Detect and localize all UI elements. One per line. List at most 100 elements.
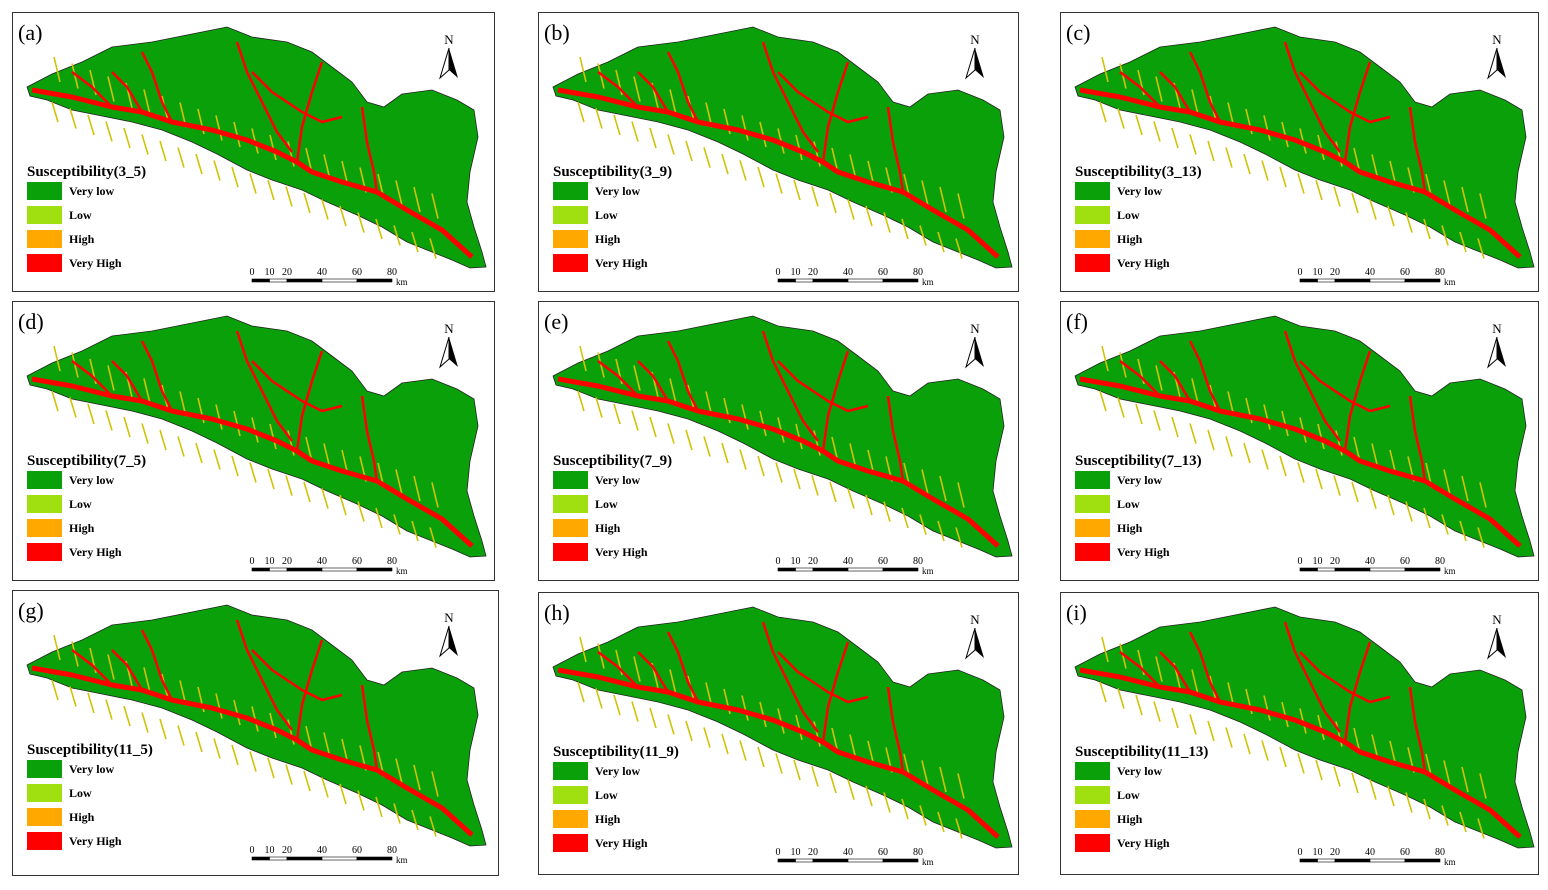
river <box>777 360 869 413</box>
scale-tick-label: 60 <box>1400 556 1410 567</box>
minor-stream-high <box>1317 714 1325 741</box>
panel-label: (c) <box>1066 20 1090 45</box>
minor-stream-high <box>1461 475 1469 502</box>
minor-stream-high <box>937 231 945 253</box>
river <box>886 395 905 482</box>
minor-stream-high <box>649 127 657 149</box>
minor-stream-high <box>1207 720 1215 742</box>
river <box>1283 621 1341 733</box>
scale-tick-label: 20 <box>808 847 818 858</box>
minor-stream-high <box>231 744 239 766</box>
north-label: N <box>970 612 980 627</box>
river <box>31 376 474 548</box>
minor-stream-high <box>303 481 311 503</box>
minor-stream-high <box>375 218 383 240</box>
minor-stream-high <box>411 520 419 542</box>
legend-swatch <box>27 206 62 224</box>
north-arrow-fill <box>449 48 458 78</box>
river <box>111 360 144 402</box>
scale-tick-label: 0 <box>776 267 781 278</box>
map-panel: (e) Susceptibility(7_9) Very low Low High Ver… <box>538 301 1019 581</box>
minor-stream-high <box>721 153 729 175</box>
minor-stream-high <box>667 423 675 444</box>
minor-stream-high <box>303 770 311 792</box>
river <box>1159 71 1192 113</box>
minor-stream-high <box>413 475 421 502</box>
minor-stream-high <box>793 179 801 201</box>
legend-label: Low <box>595 208 618 222</box>
minor-stream-high <box>231 455 239 477</box>
panel-label: (h) <box>544 600 570 625</box>
minor-stream-high <box>1479 482 1487 508</box>
scale-segment <box>356 278 393 283</box>
minor-stream-high <box>613 694 621 716</box>
scale-segment <box>777 858 796 863</box>
scale-tick-label: 80 <box>913 267 923 278</box>
legend-title: Susceptibility(7_13) <box>1075 453 1202 469</box>
scale-segment <box>1317 278 1336 283</box>
minor-stream-high <box>1281 410 1289 437</box>
north-arrow-fill <box>975 337 984 367</box>
scale-segment <box>286 567 323 572</box>
scale-segment <box>812 567 849 572</box>
map-panel: (c) Susceptibility(3_13) Very low Low High Ve… <box>1060 12 1539 292</box>
minor-stream-high <box>53 56 61 83</box>
minor-stream-high <box>1243 442 1251 464</box>
minor-stream-high <box>339 783 347 805</box>
north-label: N <box>1492 32 1502 47</box>
legend-label: Very low <box>1117 473 1163 487</box>
minor-stream-high <box>939 186 947 213</box>
minor-stream-high <box>669 669 677 695</box>
scale-tick-label: 10 <box>791 847 801 858</box>
minor-stream-high <box>1117 397 1125 418</box>
minor-stream-high <box>847 488 855 509</box>
panel-label: (f) <box>1066 309 1088 334</box>
minor-stream-high <box>233 121 241 148</box>
river <box>1299 651 1391 704</box>
minor-stream-high <box>1119 63 1127 89</box>
river <box>1408 106 1427 193</box>
minor-stream-high <box>1153 121 1161 142</box>
legend-swatch <box>27 760 62 778</box>
scale-tick-label: 40 <box>317 556 327 567</box>
minor-stream-high <box>429 816 437 837</box>
legend-swatch <box>553 519 588 537</box>
scale-tick-label: 20 <box>282 267 292 278</box>
minor-stream-high <box>793 759 801 781</box>
river <box>1079 667 1522 839</box>
minor-stream-high <box>143 667 151 693</box>
minor-stream-high <box>757 166 765 188</box>
minor-stream-high <box>267 757 275 779</box>
minor-stream-high <box>577 681 585 703</box>
scale-segment <box>1369 567 1406 572</box>
minor-stream-high <box>1297 173 1305 194</box>
minor-stream-high <box>393 803 401 824</box>
scale-segment <box>882 567 919 572</box>
river <box>31 87 474 259</box>
scale-segment <box>1299 278 1318 283</box>
legend-swatch <box>553 543 588 561</box>
minor-stream-high <box>883 792 891 813</box>
minor-stream-high <box>105 410 113 431</box>
minor-stream-high <box>739 740 747 761</box>
minor-stream-high <box>1171 127 1179 149</box>
minor-stream-high <box>775 173 783 194</box>
legend-swatch <box>1075 810 1110 828</box>
minor-stream-high <box>141 712 149 733</box>
minor-stream-high <box>921 760 929 786</box>
north-arrow-fill <box>975 628 984 658</box>
legend-title: Susceptibility(3_13) <box>1075 164 1202 180</box>
minor-stream-high <box>741 695 749 721</box>
legend-label: Very High <box>1117 836 1170 850</box>
minor-stream-high <box>1317 134 1325 161</box>
legend-swatch <box>553 230 588 248</box>
river <box>637 360 670 402</box>
minor-stream-high <box>829 772 837 794</box>
scale-tick-label: 0 <box>1298 847 1303 858</box>
minor-stream-high <box>1263 695 1271 721</box>
scale-tick-label: 20 <box>282 556 292 567</box>
scale-segment <box>1369 278 1406 283</box>
legend-swatch <box>553 786 588 804</box>
minor-stream-high <box>1281 701 1289 728</box>
